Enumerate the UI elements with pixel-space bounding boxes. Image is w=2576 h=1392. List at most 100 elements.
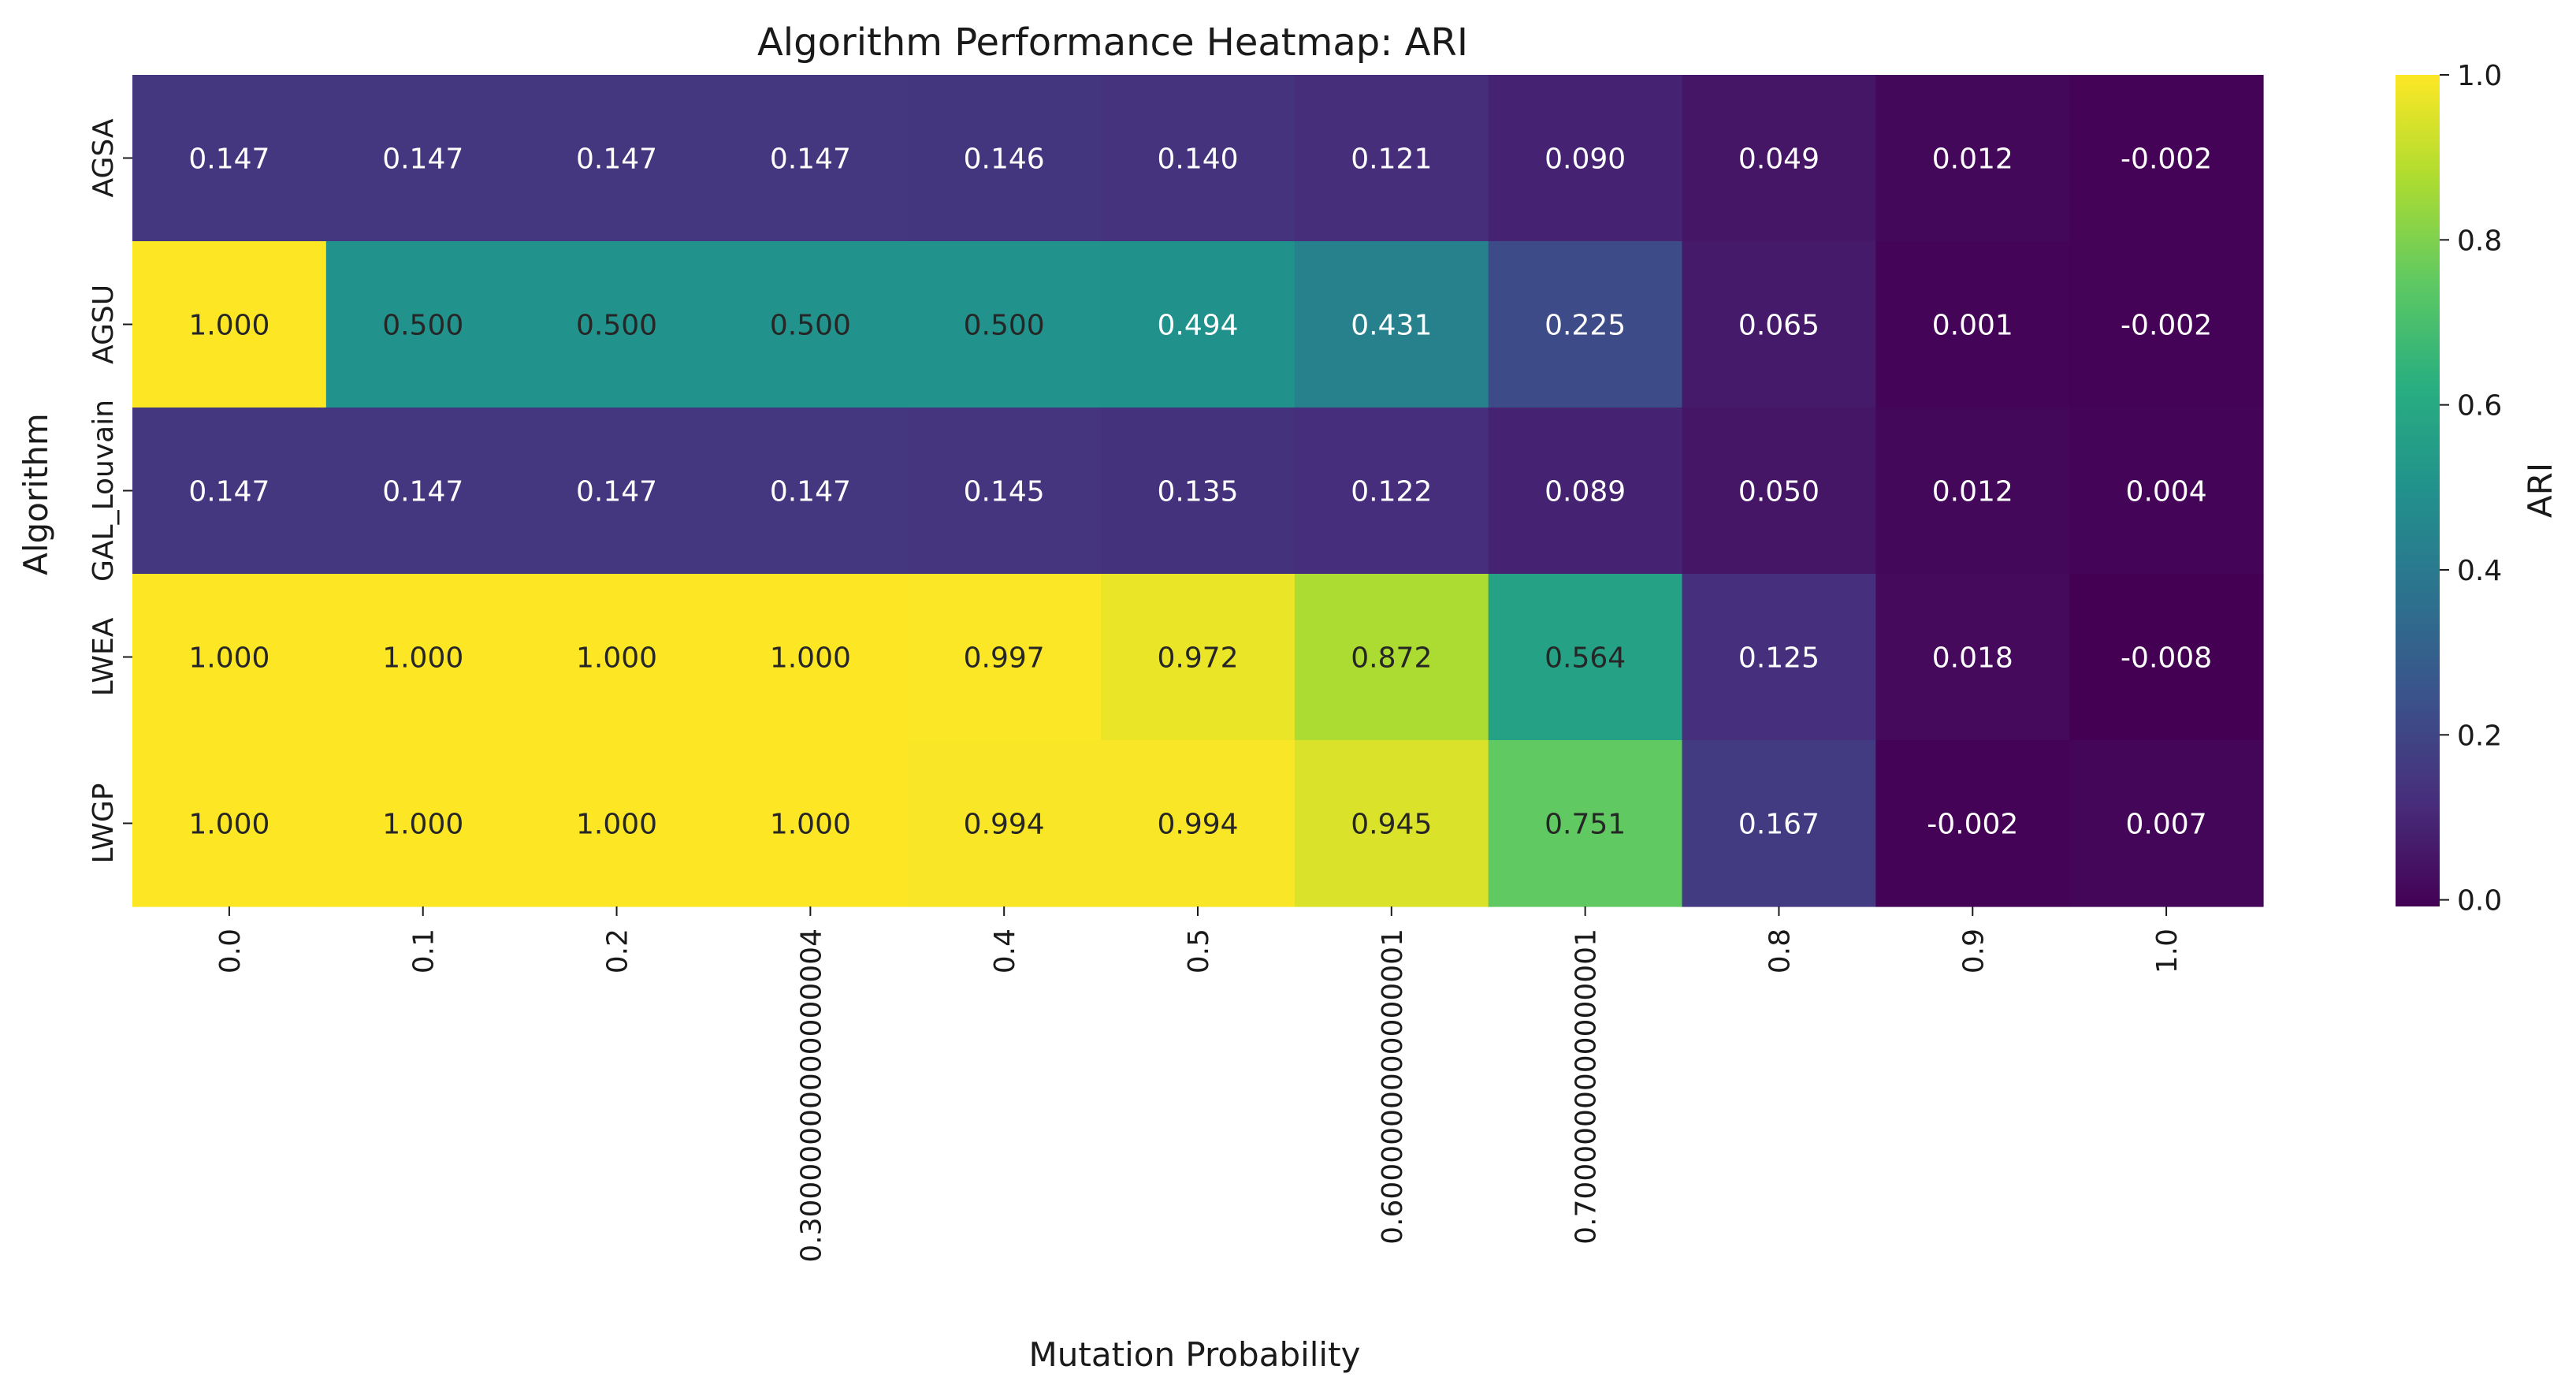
colorbar-label: ARI xyxy=(2521,463,2559,518)
heatmap-cell xyxy=(1682,574,1876,741)
heatmap-cell xyxy=(325,75,521,242)
cell-value-label: -0.002 xyxy=(1927,809,2018,841)
chart-title: Algorithm Performance Heatmap: ARI xyxy=(757,20,1468,65)
y-tick-label: GAL_Louvain xyxy=(87,400,120,582)
cell-value-label: 0.872 xyxy=(1351,642,1432,675)
heatmap-cell xyxy=(132,740,327,907)
heatmap-cell xyxy=(132,75,327,242)
cell-value-label: 0.121 xyxy=(1351,143,1432,176)
cell-value-label: 0.147 xyxy=(382,476,463,508)
colorbar-tick-label: 0.0 xyxy=(2457,885,2502,917)
heatmap-cell xyxy=(519,574,715,741)
heatmap-cell xyxy=(1875,740,2070,907)
heatmap-cell xyxy=(907,408,1102,575)
cell-value-label: -0.008 xyxy=(2121,642,2212,675)
heatmap-cell xyxy=(1682,75,1876,242)
heatmap-cell xyxy=(2069,574,2264,741)
cell-value-label: 0.997 xyxy=(964,642,1045,675)
heatmap-cell xyxy=(2069,241,2264,408)
heatmap-cell xyxy=(1488,574,1683,741)
heatmap-cell xyxy=(1875,75,2070,242)
x-tick-label: 0.2 xyxy=(602,929,634,973)
cell-value-label: 1.000 xyxy=(382,809,463,841)
heatmap-cells: 0.147 0.147 0.147 0.147 0.146 0.140 0.121 0.090… xyxy=(132,75,2264,907)
cell-value-label: 0.146 xyxy=(964,143,1045,176)
heatmap-cell xyxy=(1875,408,2070,575)
y-tick-label: AGSA xyxy=(87,118,120,197)
cell-value-label: 0.001 xyxy=(1932,310,2013,342)
cell-value-label: 0.494 xyxy=(1157,310,1238,342)
cell-value-label: 0.090 xyxy=(1544,143,1626,176)
cell-value-label: 0.145 xyxy=(964,476,1045,508)
heatmap-cell xyxy=(132,241,327,408)
x-axis-ticks: 0.0 0.1 0.2 0.30000000000000004 0.4 0.5 0.6000… xyxy=(214,906,2184,1263)
cell-value-label: 0.972 xyxy=(1157,642,1238,675)
heatmap-cell xyxy=(1488,241,1683,408)
cell-value-label: 0.167 xyxy=(1738,809,1820,841)
heatmap-cell xyxy=(325,408,521,575)
heatmap-cell xyxy=(1875,574,2070,741)
cell-value-label: 0.147 xyxy=(188,143,269,176)
cell-value-label: 0.125 xyxy=(1738,642,1820,675)
heatmap-cell xyxy=(907,574,1102,741)
cell-value-label: 1.000 xyxy=(382,642,463,675)
cell-value-label: 1.000 xyxy=(770,809,851,841)
cell-value-label: 0.012 xyxy=(1932,476,2013,508)
heatmap-cell xyxy=(713,408,908,575)
cell-value-label: 0.147 xyxy=(770,143,851,176)
x-tick-label: 0.8 xyxy=(1764,929,1796,973)
heatmap-cell xyxy=(325,241,521,408)
colorbar-gradient xyxy=(2396,75,2440,906)
cell-value-label: 0.500 xyxy=(964,310,1045,342)
heatmap-cell xyxy=(907,241,1102,408)
heatmap-cell xyxy=(1682,408,1876,575)
cell-value-label: 0.500 xyxy=(576,310,657,342)
x-tick-label: 0.9 xyxy=(1957,929,1990,973)
y-axis-label: Algorithm xyxy=(17,413,55,575)
colorbar-tick-label: 0.4 xyxy=(2457,555,2502,587)
x-axis-label: Mutation Probability xyxy=(1029,1335,1361,1374)
heatmap-cell xyxy=(1101,241,1295,408)
cell-value-label: -0.002 xyxy=(2121,310,2212,342)
heatmap-cell xyxy=(1101,408,1295,575)
heatmap-cell xyxy=(1488,740,1683,907)
cell-value-label: 1.000 xyxy=(188,310,269,342)
heatmap-cell xyxy=(132,574,327,741)
heatmap-cell xyxy=(1488,75,1683,242)
heatmap-cell xyxy=(519,740,715,907)
cell-value-label: 0.050 xyxy=(1738,476,1820,508)
cell-value-label: 0.004 xyxy=(2126,476,2207,508)
heatmap-cell xyxy=(907,740,1102,907)
cell-value-label: 0.500 xyxy=(382,310,463,342)
heatmap-cell xyxy=(1682,241,1876,408)
colorbar-tick-label: 0.6 xyxy=(2457,390,2502,422)
heatmap-cell xyxy=(907,75,1102,242)
cell-value-label: 0.225 xyxy=(1544,310,1626,342)
heatmap-cell xyxy=(2069,75,2264,242)
x-tick-label: 0.30000000000000004 xyxy=(795,929,827,1263)
cell-value-label: 1.000 xyxy=(770,642,851,675)
colorbar-tick-label: 1.0 xyxy=(2457,60,2502,92)
cell-value-label: 0.135 xyxy=(1157,476,1238,508)
heatmap-cell xyxy=(519,408,715,575)
x-tick-label: 1.0 xyxy=(2151,929,2184,973)
heatmap-cell xyxy=(1875,241,2070,408)
cell-value-label: 0.994 xyxy=(1157,809,1238,841)
cell-value-label: 0.147 xyxy=(770,476,851,508)
x-tick-label: 0.5 xyxy=(1183,929,1215,973)
colorbar-tick-label: 0.8 xyxy=(2457,225,2502,257)
cell-value-label: 0.049 xyxy=(1738,143,1820,176)
heatmap-cell xyxy=(1101,574,1295,741)
cell-value-label: 0.089 xyxy=(1544,476,1626,508)
cell-value-label: 0.147 xyxy=(576,143,657,176)
cell-value-label: 0.147 xyxy=(188,476,269,508)
cell-value-label: 0.751 xyxy=(1544,809,1626,841)
x-tick-label: 0.7000000000000001 xyxy=(1571,929,1603,1245)
cell-value-label: 0.945 xyxy=(1351,809,1432,841)
cell-value-label: 1.000 xyxy=(576,809,657,841)
cell-value-label: 0.564 xyxy=(1544,642,1626,675)
heatmap-cell xyxy=(325,740,521,907)
cell-value-label: 0.140 xyxy=(1157,143,1238,176)
heatmap-cell xyxy=(1101,75,1295,242)
